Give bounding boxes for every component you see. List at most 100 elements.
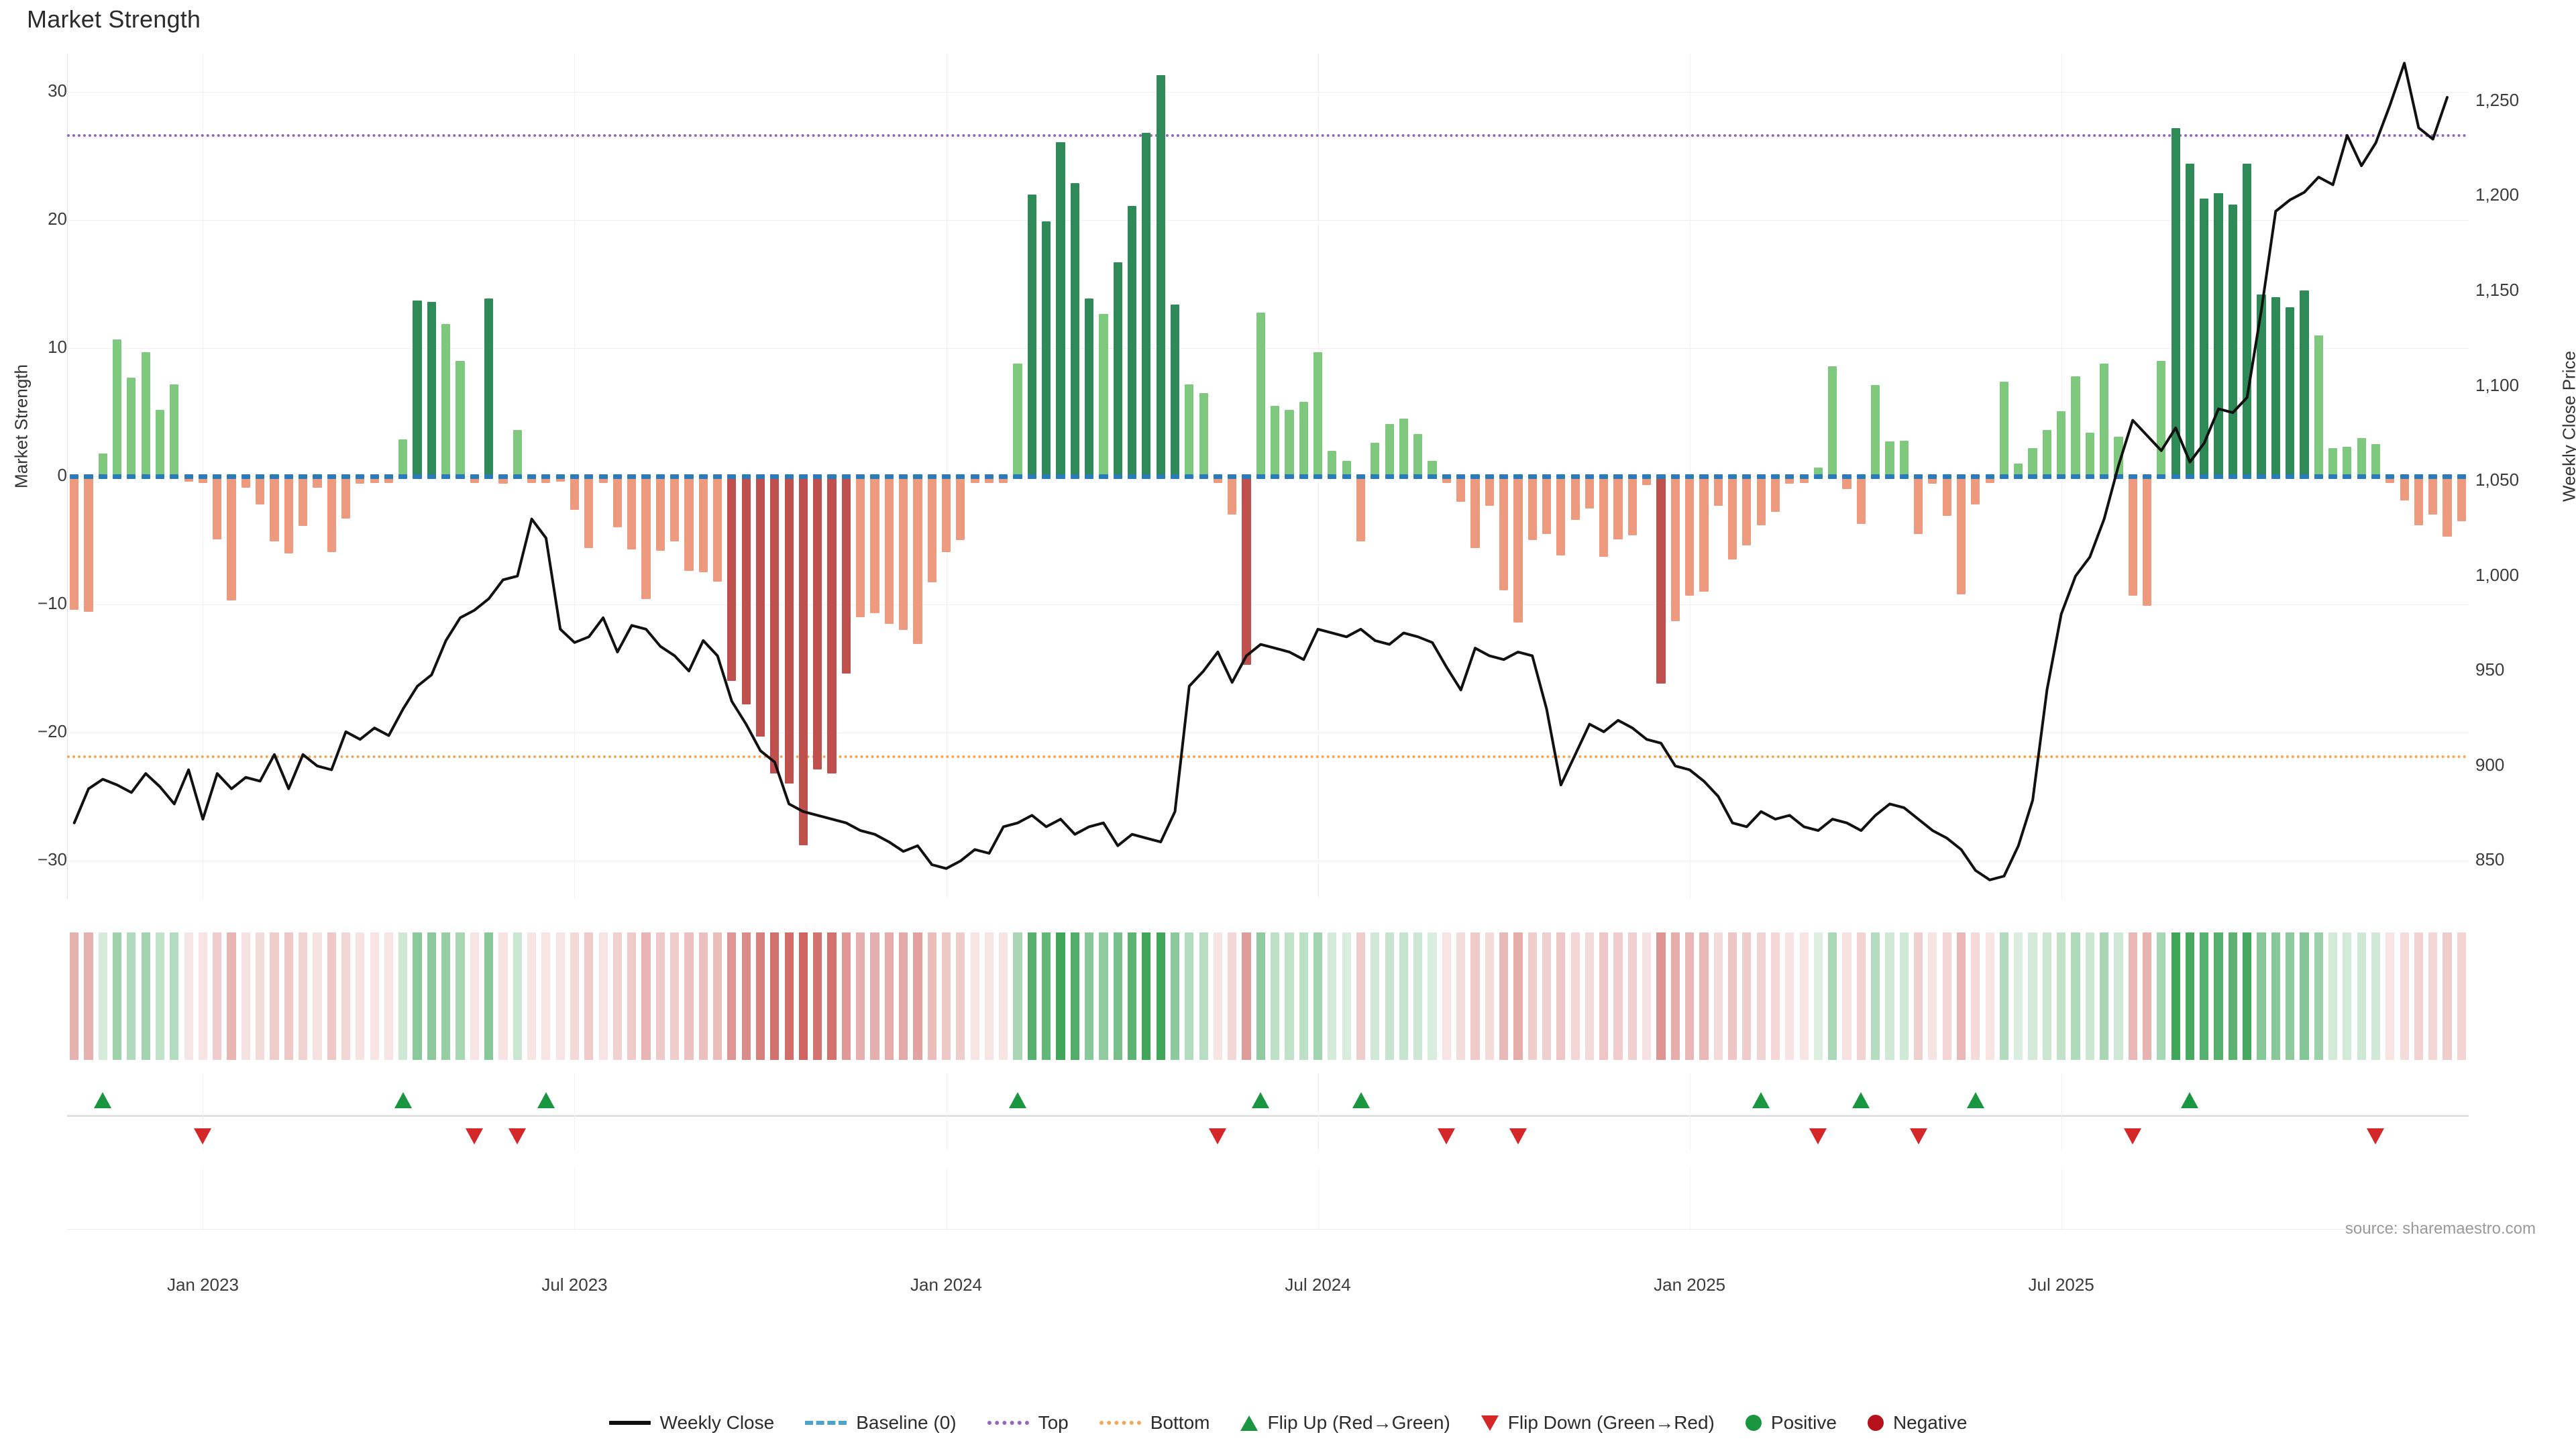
baseline-segment	[1885, 474, 1894, 479]
heatmap-cell	[70, 932, 79, 1060]
bar	[727, 476, 737, 682]
legend-item[interactable]: Baseline (0)	[805, 1412, 957, 1434]
heatmap-cell	[2128, 932, 2137, 1060]
page-title: Market Strength	[27, 5, 201, 33]
bar	[627, 476, 637, 549]
baseline-segment	[513, 474, 522, 479]
legend-item[interactable]: Flip Down (Green→Red)	[1481, 1412, 1715, 1434]
flip-down-marker	[1909, 1128, 1927, 1144]
baseline-segment	[1213, 474, 1222, 479]
baseline-segment	[941, 474, 951, 479]
legend-label: Bottom	[1150, 1412, 1210, 1433]
heatmap-cell	[1756, 932, 1766, 1060]
flip-up-marker	[1752, 1092, 1770, 1108]
bar	[98, 453, 107, 476]
y-tick-right: 1,250	[2475, 89, 2520, 110]
bar	[1228, 476, 1237, 515]
baseline-segment	[2185, 474, 2195, 479]
baseline-segment	[1670, 474, 1680, 479]
flip-up-marker	[394, 1092, 412, 1108]
reference-lines	[67, 54, 2469, 899]
baseline-segment	[213, 474, 222, 479]
heatmap-cell	[884, 932, 894, 1060]
heatmap-cell	[2100, 932, 2109, 1060]
bar	[2128, 476, 2137, 596]
x-tick: Jul 2024	[1285, 1275, 1351, 1295]
baseline-segment	[598, 474, 608, 479]
legend-label: Negative	[1892, 1412, 1968, 1433]
bar	[1799, 476, 1809, 483]
heatmap-cell	[1285, 932, 1294, 1060]
weekly-close-line	[67, 54, 2469, 899]
legend-item[interactable]: Bottom	[1099, 1412, 1210, 1434]
bar	[1913, 476, 1923, 534]
bar	[798, 476, 808, 845]
bar	[1399, 419, 1409, 476]
legend-item[interactable]: Top	[987, 1412, 1069, 1434]
heatmap-cell	[299, 932, 308, 1060]
bottom-gridline	[574, 1167, 576, 1231]
baseline-segment	[2414, 474, 2423, 479]
bar	[741, 476, 751, 704]
baseline-segment	[2328, 474, 2338, 479]
y-tick-left: 30	[48, 80, 67, 101]
legend-item[interactable]: Weekly Close	[608, 1412, 774, 1434]
bar	[1328, 450, 1337, 476]
bar	[2142, 476, 2152, 606]
legend-item[interactable]: Flip Up (Red→Green)	[1240, 1412, 1450, 1434]
price-line-svg	[72, 62, 2449, 881]
baseline-segment	[356, 474, 365, 479]
baseline-segment	[1499, 474, 1509, 479]
bar	[870, 476, 879, 614]
heatmap-cell	[1856, 932, 1866, 1060]
x-tick: Jul 2023	[541, 1275, 608, 1295]
baseline-segment	[1170, 474, 1180, 479]
heatmap-cell	[141, 932, 150, 1060]
bar	[612, 476, 622, 528]
baseline-segment	[1913, 474, 1923, 479]
bar	[913, 476, 922, 645]
legend-triangle-down-icon	[1481, 1415, 1499, 1431]
heatmap-cell	[927, 932, 936, 1060]
bar	[584, 476, 594, 548]
bar	[1285, 409, 1294, 476]
heatmap-cell	[612, 932, 622, 1060]
baseline-segment	[1613, 474, 1623, 479]
heatmap-cell	[698, 932, 708, 1060]
heatmap-cell	[741, 932, 751, 1060]
bar	[1928, 476, 1937, 484]
baseline-segment	[755, 474, 765, 479]
flip-up-marker	[94, 1092, 112, 1108]
baseline-segment	[1513, 474, 1523, 479]
baseline-segment	[1971, 474, 1980, 479]
baseline-segment	[1085, 474, 1094, 479]
bar	[1356, 476, 1366, 542]
heatmap-cell	[2157, 932, 2166, 1060]
baseline-segment	[198, 474, 208, 479]
bar	[2385, 476, 2395, 483]
baseline-segment	[2042, 474, 2051, 479]
heatmap-cell	[1585, 932, 1595, 1060]
heatmap-cell	[1342, 932, 1351, 1060]
heatmap-cell	[1470, 932, 1480, 1060]
legend-item[interactable]: Positive	[1745, 1412, 1837, 1434]
bar	[1742, 476, 1752, 546]
bar	[1299, 402, 1308, 476]
heatmap-cell	[184, 932, 193, 1060]
bar	[1727, 476, 1737, 560]
bar	[1542, 476, 1552, 534]
heatmap-cell	[1313, 932, 1323, 1060]
bar	[2200, 198, 2209, 476]
y-tick-right: 850	[2475, 849, 2505, 870]
heatmap-cell	[1527, 932, 1537, 1060]
baseline-segment	[1485, 474, 1494, 479]
baseline-segment	[2085, 474, 2094, 479]
heatmap-cell	[1971, 932, 1980, 1060]
baseline-segment	[1228, 474, 1237, 479]
baseline-segment	[284, 474, 293, 479]
legend-item[interactable]: Negative	[1867, 1412, 1968, 1434]
bar	[513, 430, 522, 476]
heatmap-cell	[555, 932, 565, 1060]
bar	[1971, 476, 1980, 504]
baseline-segment	[741, 474, 751, 479]
